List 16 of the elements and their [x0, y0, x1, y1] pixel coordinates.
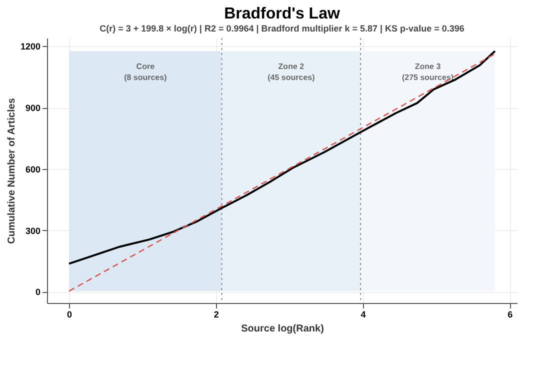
x-axis-title: Source log(Rank): [241, 324, 324, 334]
x-tick-label: 0: [67, 310, 72, 320]
y-tick-label: 300: [25, 226, 40, 236]
y-tick-label: 0: [35, 287, 40, 298]
chart-title: Bradford's Law: [224, 6, 340, 22]
x-tick-label: 6: [508, 310, 513, 320]
band-label: Core (8 sources): [124, 62, 168, 82]
y-tick-label: 600: [25, 164, 40, 174]
band-label: Zone 3 (275 sources): [402, 62, 454, 82]
chart-subtitle: C(r) = 3 + 199.8 × log(r) | R2 = 0.9964 | Bradford multiplier k = 5.87 | KS p-value = 0.396: [100, 24, 464, 34]
band-label: Zone 2 (45 sources): [268, 62, 316, 82]
y-axis-title: Cumulative Number of Articles: [6, 98, 18, 244]
x-tick-label: 2: [214, 310, 219, 320]
x-tick-label: 4: [360, 310, 366, 320]
y-tick-label: 1200: [20, 42, 40, 52]
y-tick-label: 900: [25, 103, 40, 114]
